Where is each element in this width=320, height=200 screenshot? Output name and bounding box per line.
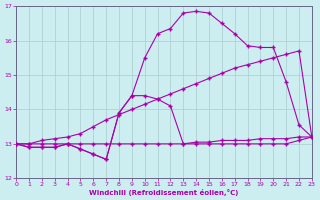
X-axis label: Windchill (Refroidissement éolien,°C): Windchill (Refroidissement éolien,°C) xyxy=(89,189,239,196)
